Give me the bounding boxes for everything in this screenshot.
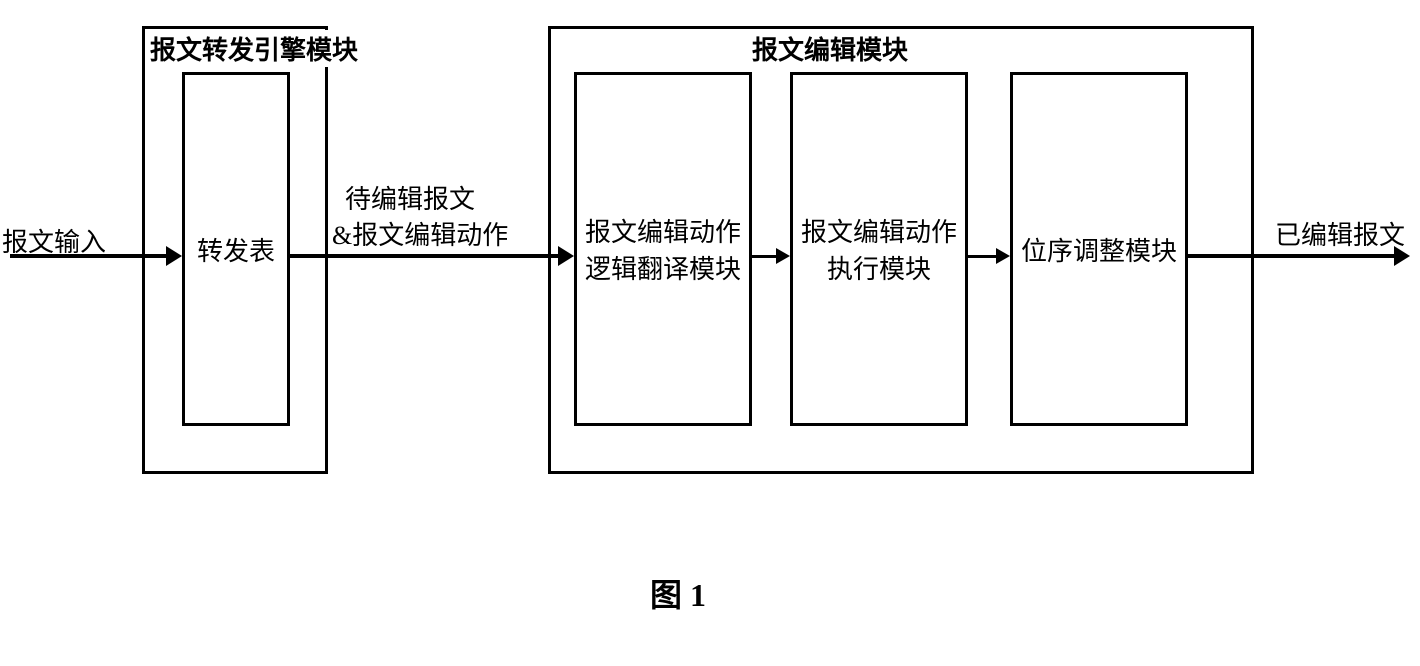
arrow-mid-head (558, 246, 574, 266)
figure-label: 图 1 (650, 570, 706, 616)
arrow-te-head (776, 248, 790, 264)
execute-box: 报文编辑动作执行模块 (790, 72, 968, 426)
edit-module-title: 报文编辑模块 (750, 30, 910, 67)
forwarding-table-box: 转发表 (182, 72, 290, 426)
arrow-input-head (166, 246, 182, 266)
arrow-eo-line (968, 255, 996, 258)
order-label: 位序调整模块 (1021, 231, 1177, 268)
execute-label: 报文编辑动作执行模块 (797, 212, 961, 286)
output-label: 已编辑报文 (1275, 215, 1405, 252)
mid-label-line2: &报文编辑动作 (332, 215, 508, 252)
diagram-canvas: 报文转发引擎模块 报文编辑模块 转发表 报文编辑动作逻辑翻译模块 报文编辑动作执… (0, 0, 1420, 666)
forwarding-engine-title: 报文转发引擎模块 (148, 30, 360, 67)
arrow-te-line (752, 255, 776, 258)
arrow-input-line (10, 254, 166, 258)
translate-box: 报文编辑动作逻辑翻译模块 (574, 72, 752, 426)
arrow-eo-head (996, 248, 1010, 264)
arrow-out-head (1394, 246, 1410, 266)
forwarding-table-label: 转发表 (197, 231, 275, 268)
arrow-mid-line (290, 254, 558, 258)
translate-label: 报文编辑动作逻辑翻译模块 (581, 212, 745, 286)
mid-label-line1: 待编辑报文 (345, 179, 475, 216)
order-box: 位序调整模块 (1010, 72, 1188, 426)
arrow-out-line (1188, 254, 1394, 258)
